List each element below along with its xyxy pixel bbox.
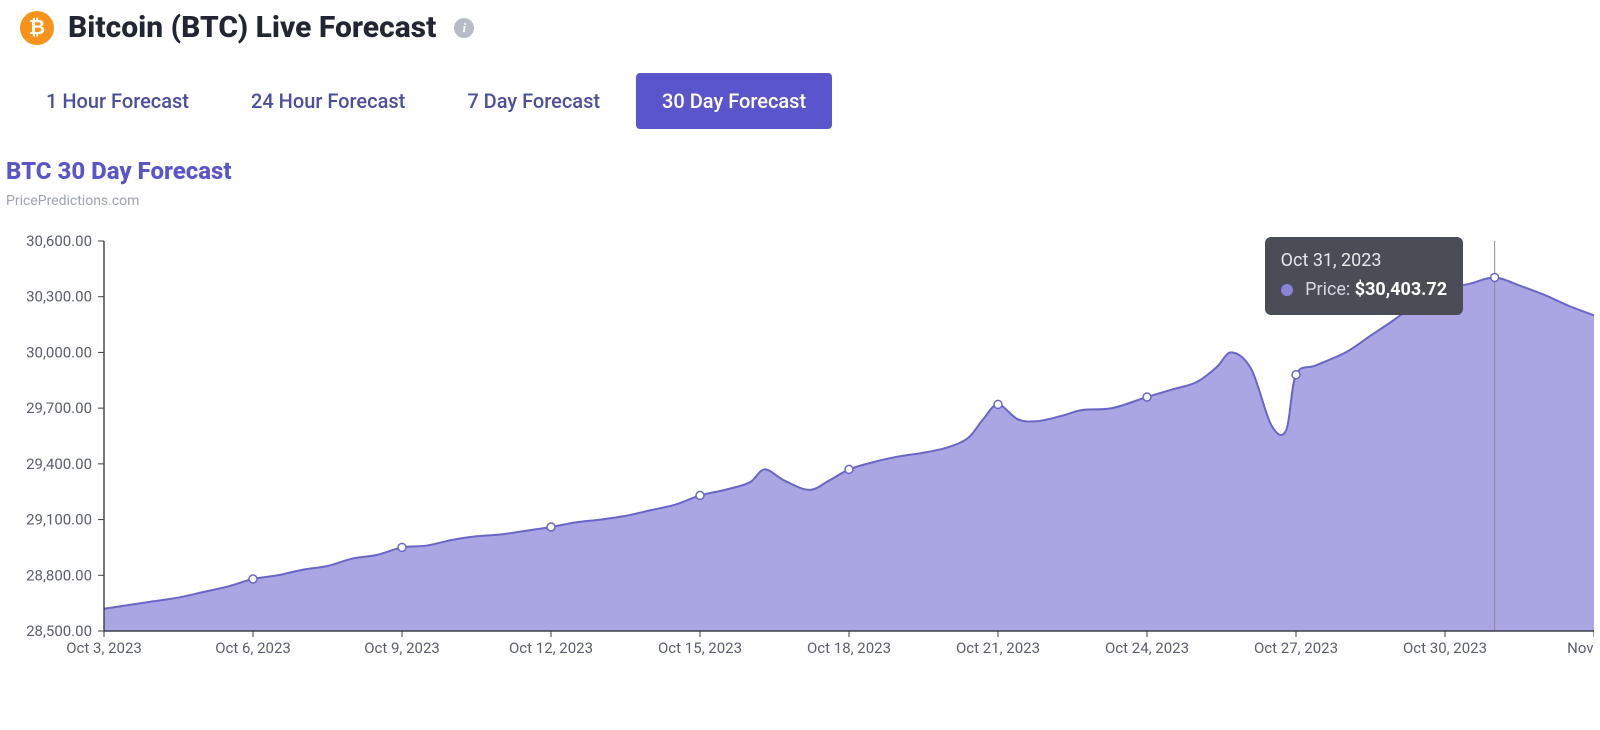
svg-text:Nov 2, 2: Nov 2, 2 bbox=[1567, 639, 1594, 657]
forecast-tabs: 1 Hour Forecast24 Hour Forecast7 Day For… bbox=[0, 45, 1600, 129]
svg-text:30,300.00: 30,300.00 bbox=[26, 288, 92, 306]
bitcoin-glyph: ₿ bbox=[29, 15, 45, 40]
info-icon[interactable]: i bbox=[454, 18, 474, 38]
svg-text:Oct 18, 2023: Oct 18, 2023 bbox=[807, 639, 891, 657]
svg-text:Oct 15, 2023: Oct 15, 2023 bbox=[658, 639, 742, 657]
svg-text:28,800.00: 28,800.00 bbox=[26, 566, 92, 584]
svg-text:Oct 27, 2023: Oct 27, 2023 bbox=[1254, 639, 1338, 657]
svg-text:Oct 9, 2023: Oct 9, 2023 bbox=[364, 639, 440, 657]
tab-1-hour-forecast[interactable]: 1 Hour Forecast bbox=[20, 73, 215, 129]
tab-7-day-forecast[interactable]: 7 Day Forecast bbox=[441, 73, 626, 129]
svg-text:30,600.00: 30,600.00 bbox=[26, 232, 92, 250]
forecast-chart[interactable]: 28,500.00 28,800.00 29,100.00 29,400.00 29,7… bbox=[0, 231, 1600, 665]
svg-text:29,100.00: 29,100.00 bbox=[26, 511, 92, 529]
svg-text:Oct 3, 2023: Oct 3, 2023 bbox=[66, 639, 142, 657]
tab-24-hour-forecast[interactable]: 24 Hour Forecast bbox=[225, 73, 431, 129]
svg-text:28,500.00: 28,500.00 bbox=[26, 622, 92, 640]
source-attribution: PricePredictions.com bbox=[0, 185, 1600, 209]
tab-30-day-forecast[interactable]: 30 Day Forecast bbox=[636, 73, 832, 129]
svg-text:Oct 6, 2023: Oct 6, 2023 bbox=[215, 639, 291, 657]
svg-text:Oct 12, 2023: Oct 12, 2023 bbox=[509, 639, 593, 657]
svg-text:29,700.00: 29,700.00 bbox=[26, 399, 92, 417]
svg-text:30,000.00: 30,000.00 bbox=[26, 343, 92, 361]
bitcoin-logo-icon: ₿ bbox=[20, 11, 54, 45]
svg-text:Oct 21, 2023: Oct 21, 2023 bbox=[956, 639, 1040, 657]
svg-text:Oct 30, 2023: Oct 30, 2023 bbox=[1403, 639, 1487, 657]
chart-subtitle: BTC 30 Day Forecast bbox=[0, 129, 1600, 185]
page-title: Bitcoin (BTC) Live Forecast bbox=[68, 10, 436, 45]
svg-text:Oct 24, 2023: Oct 24, 2023 bbox=[1105, 639, 1189, 657]
svg-text:29,400.00: 29,400.00 bbox=[26, 455, 92, 473]
